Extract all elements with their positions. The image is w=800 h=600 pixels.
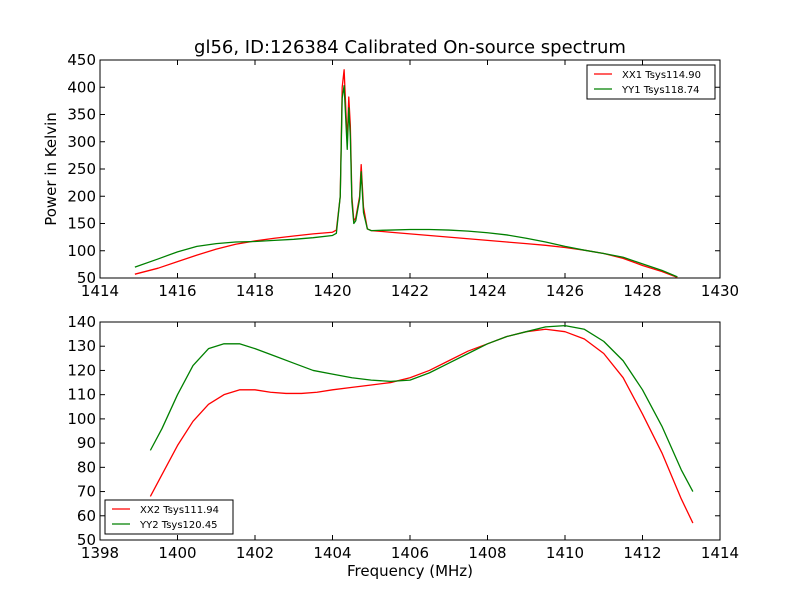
top-x-tick-label: 1418 xyxy=(236,282,274,300)
bottom-x-tick-label: 1412 xyxy=(623,544,661,562)
top-y-axis-label: Power in Kelvin xyxy=(42,112,60,226)
bottom-legend-label-xx2: XX2 Tsys111.94 xyxy=(140,505,219,516)
bottom-legend: XX2 Tsys111.94 YY2 Tsys120.45 xyxy=(104,499,234,535)
bottom-x-tick-label: 1410 xyxy=(546,544,584,562)
bottom-x-tick-label: 1400 xyxy=(158,544,196,562)
top-x-tick-label: 1416 xyxy=(158,282,196,300)
chart-title: gl56, ID:126384 Calibrated On-source spe… xyxy=(194,37,626,58)
bottom-series-line-yy2 xyxy=(149,324,694,492)
bottom-x-tick-label: 1414 xyxy=(701,544,739,562)
top-y-tick-label: 400 xyxy=(67,78,96,96)
bottom-legend-box xyxy=(104,499,234,535)
top-x-tick-label: 1430 xyxy=(701,282,739,300)
bottom-y-tick-label: 130 xyxy=(67,337,96,355)
top-legend: XX1 Tsys114.90 YY1 Tsys118.74 xyxy=(586,64,716,100)
top-x-tick-label: 1428 xyxy=(623,282,661,300)
bottom-y-tick-label: 110 xyxy=(67,386,96,404)
top-y-tick-label: 50 xyxy=(77,269,96,287)
top-y-tick-label: 450 xyxy=(67,51,96,69)
top-y-tick-label: 100 xyxy=(67,242,96,260)
bottom-x-tick-label: 1406 xyxy=(391,544,429,562)
top-plot-ticks: 1414 1416 1418 1420 1422 1424 1426 1428 1430 50 10… xyxy=(67,51,739,300)
bottom-y-tick-label: 50 xyxy=(77,531,96,549)
bottom-plot-series xyxy=(149,324,694,524)
top-x-tick-label: 1424 xyxy=(468,282,506,300)
bottom-x-tick-label: 1398 xyxy=(81,544,119,562)
top-y-tick-label: 300 xyxy=(67,133,96,151)
bottom-legend-label-yy2: YY2 Tsys120.45 xyxy=(139,520,218,531)
top-plot: 1414 1416 1418 1420 1422 1424 1426 1428 1430 50 10… xyxy=(42,51,739,300)
top-legend-label-yy1: YY1 Tsys118.74 xyxy=(621,85,700,96)
bottom-y-tick-label: 90 xyxy=(77,434,96,452)
bottom-x-tick-label: 1404 xyxy=(313,544,351,562)
bottom-y-tick-label: 80 xyxy=(77,458,96,476)
bottom-y-tick-label: 60 xyxy=(77,507,96,525)
bottom-y-tick-label: 100 xyxy=(67,410,96,428)
bottom-y-tick-label: 140 xyxy=(67,313,96,331)
top-x-tick-label: 1426 xyxy=(546,282,584,300)
top-series-line-yy1 xyxy=(134,84,678,278)
bottom-plot-ticks: 1398 1400 1402 1404 1406 1408 1410 1412 1414 50 60… xyxy=(67,313,739,562)
top-plot-series xyxy=(134,69,678,279)
top-y-tick-label: 150 xyxy=(67,215,96,233)
bottom-y-tick-label: 120 xyxy=(67,361,96,379)
top-y-tick-label: 200 xyxy=(67,187,96,205)
top-x-tick-label: 1414 xyxy=(81,282,119,300)
top-legend-label-xx1: XX1 Tsys114.90 xyxy=(622,70,701,81)
top-x-tick-label: 1422 xyxy=(391,282,429,300)
top-legend-box xyxy=(586,64,716,100)
bottom-x-tick-label: 1402 xyxy=(236,544,274,562)
top-x-tick-label: 1420 xyxy=(313,282,351,300)
bottom-plot: 1398 1400 1402 1404 1406 1408 1410 1412 1414 50 60… xyxy=(67,313,739,580)
bottom-y-tick-label: 70 xyxy=(77,483,96,501)
bottom-x-axis-label: Frequency (MHz) xyxy=(347,562,473,580)
top-y-tick-label: 350 xyxy=(67,106,96,124)
bottom-x-tick-label: 1408 xyxy=(468,544,506,562)
top-y-tick-label: 250 xyxy=(67,160,96,178)
